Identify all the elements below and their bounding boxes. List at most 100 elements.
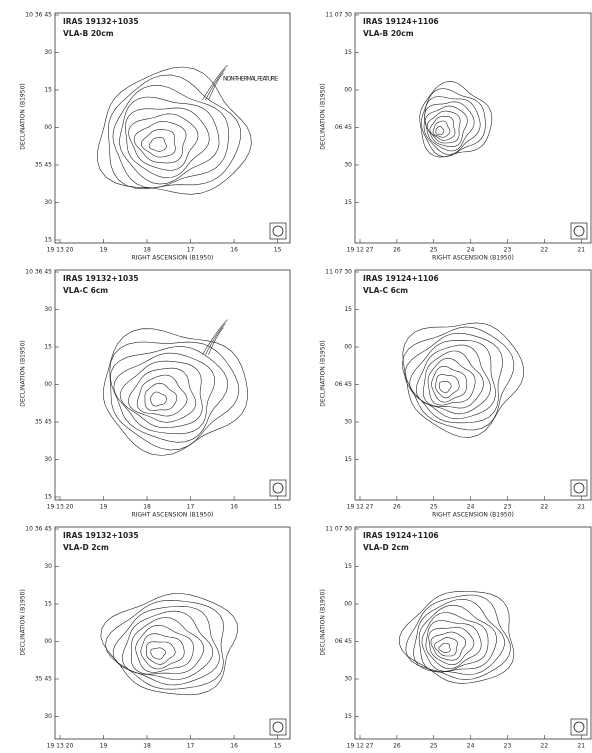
- contour: [133, 121, 187, 164]
- x-tick-label: 15: [274, 247, 282, 254]
- plot-frame: [54, 269, 291, 501]
- contour: [438, 643, 451, 654]
- x-tick-label: 22: [541, 247, 549, 254]
- x-tick-label: 18: [143, 743, 151, 750]
- x-tick-label: 19: [100, 743, 108, 750]
- contour: [418, 605, 497, 673]
- y-tick-label: 11 07 30: [325, 526, 352, 533]
- y-tick-label: 06 45: [335, 124, 352, 131]
- x-tick-label: 19 13 20: [47, 743, 74, 750]
- x-tick-label: 17: [187, 247, 195, 254]
- y-axis-label: DECLINATION (B1950): [20, 340, 27, 406]
- contours: [419, 80, 493, 158]
- x-tick-label: 26: [393, 247, 401, 254]
- contour: [140, 129, 176, 158]
- x-tick-label: 25: [430, 504, 438, 511]
- x-tick-label: 18: [143, 504, 151, 511]
- contours: [97, 64, 252, 195]
- x-tick-label: 21: [577, 504, 585, 511]
- panel-title: IRAS 19132+1035: [63, 531, 139, 540]
- y-tick-label: 15: [344, 713, 352, 720]
- y-tick-label: 11 07 30: [325, 269, 352, 276]
- beam-box: [570, 222, 588, 240]
- y-tick-label: 15: [344, 563, 352, 570]
- y-tick-label: 15: [344, 456, 352, 463]
- beam-box: [570, 479, 588, 497]
- contour: [425, 620, 482, 670]
- contour: [113, 352, 216, 435]
- contour: [419, 80, 493, 158]
- y-tick-label: 06 45: [335, 381, 352, 388]
- x-tick-label: 17: [187, 504, 195, 511]
- y-tick-label: 30: [44, 456, 52, 463]
- contour: [148, 136, 167, 152]
- x-tick-label: 23: [504, 504, 512, 511]
- y-tick-label: 30: [44, 713, 52, 720]
- plot-frame: [354, 269, 592, 501]
- contour: [432, 120, 451, 138]
- contour: [140, 633, 185, 670]
- x-tick-label: 16: [230, 247, 238, 254]
- contours: [102, 319, 248, 456]
- x-tick-label: 19: [100, 247, 108, 254]
- contour: [435, 126, 445, 135]
- contour: [202, 319, 228, 355]
- plot-frame: [354, 526, 592, 740]
- plot-frame: [54, 526, 291, 740]
- contour: [402, 326, 515, 431]
- x-tick-label: 22: [541, 504, 549, 511]
- beam: [272, 225, 284, 237]
- contour: [205, 323, 226, 355]
- x-tick-label: 19 12 27: [347, 247, 374, 254]
- contour: [112, 605, 220, 686]
- beam-box: [269, 718, 287, 736]
- x-tick-label: 25: [430, 247, 438, 254]
- contour: [431, 365, 468, 403]
- beam-box: [269, 222, 287, 240]
- y-tick-label: 00: [44, 124, 52, 131]
- beam: [573, 721, 585, 733]
- contour: [434, 637, 458, 657]
- y-tick-label: 00: [344, 601, 352, 608]
- contour: [102, 328, 248, 456]
- beam: [573, 225, 585, 237]
- contour: [427, 357, 476, 406]
- x-tick-label: 19 12 27: [347, 743, 374, 750]
- x-tick-label: 26: [393, 743, 401, 750]
- y-tick-label: 30: [344, 676, 352, 683]
- x-tick-label: 22: [541, 743, 549, 750]
- panel-config: VLA-C 6cm: [363, 286, 408, 295]
- y-axis-label: DECLINATION (B1950): [320, 83, 327, 149]
- panel-title: IRAS 19124+1106: [363, 17, 439, 26]
- contour: [409, 339, 496, 420]
- panel-config: VLA-B 20cm: [363, 29, 414, 38]
- x-tick-label: 19 13 20: [47, 504, 74, 511]
- contour: [202, 64, 228, 101]
- y-axis-label: DECLINATION (B1950): [20, 83, 27, 149]
- x-tick-label: 18: [143, 247, 151, 254]
- y-tick-label: 10 36 45: [25, 526, 52, 533]
- contour: [150, 647, 167, 660]
- x-tick-label: 16: [230, 504, 238, 511]
- contour: [426, 110, 461, 144]
- x-axis-label: RIGHT ASCENSION (B1950): [132, 255, 214, 262]
- y-tick-label: 15: [44, 344, 52, 351]
- y-tick-label: 30: [344, 419, 352, 426]
- panel-config: VLA-C 6cm: [63, 286, 108, 295]
- contour: [208, 72, 224, 101]
- contour: [435, 374, 460, 399]
- contour: [150, 391, 167, 407]
- y-tick-label: 06 45: [335, 638, 352, 645]
- beam: [272, 721, 284, 733]
- y-tick-label: 15: [44, 237, 52, 244]
- contour: [146, 641, 176, 665]
- beam: [573, 482, 585, 494]
- x-tick-label: 19 12 27: [347, 504, 374, 511]
- x-tick-label: 16: [230, 743, 238, 750]
- y-tick-label: 35 45: [35, 676, 52, 683]
- contours: [402, 322, 524, 438]
- x-tick-label: 25: [430, 743, 438, 750]
- x-tick-label: 21: [577, 743, 585, 750]
- beam-box: [570, 718, 588, 736]
